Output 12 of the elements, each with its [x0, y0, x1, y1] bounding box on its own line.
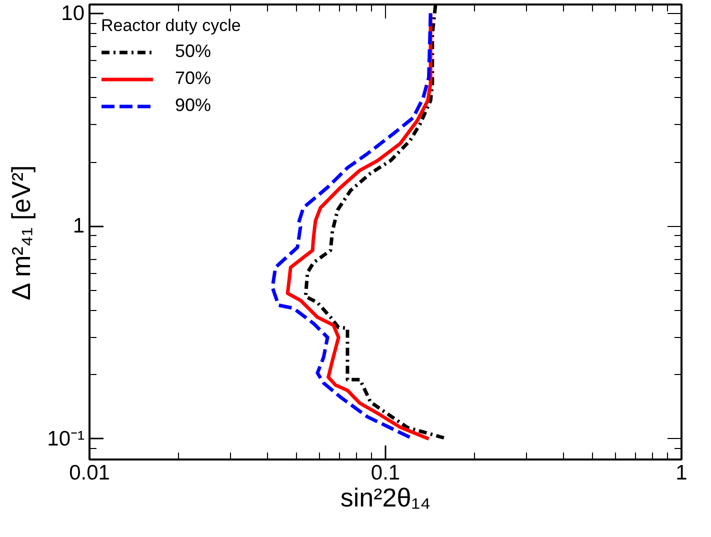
x-tick-label: 0.1: [370, 462, 400, 484]
y-tick-label: 10: [61, 2, 84, 25]
legend-label: 70%: [175, 68, 212, 89]
y-axis-title: Δ m²₄₁ [eV²]: [6, 165, 36, 300]
x-axis-title: sin²2θ₁₄: [340, 482, 431, 512]
legend-title: Reactor duty cycle: [101, 16, 241, 36]
y-tick-label: 1: [72, 214, 85, 238]
legend-label: 50%: [175, 41, 212, 62]
x-tick-label: 0.01: [69, 462, 110, 484]
x-tick-label: 1: [676, 462, 688, 484]
legend-label: 90%: [175, 95, 212, 116]
y-tick-label: 10⁻¹: [47, 427, 85, 450]
